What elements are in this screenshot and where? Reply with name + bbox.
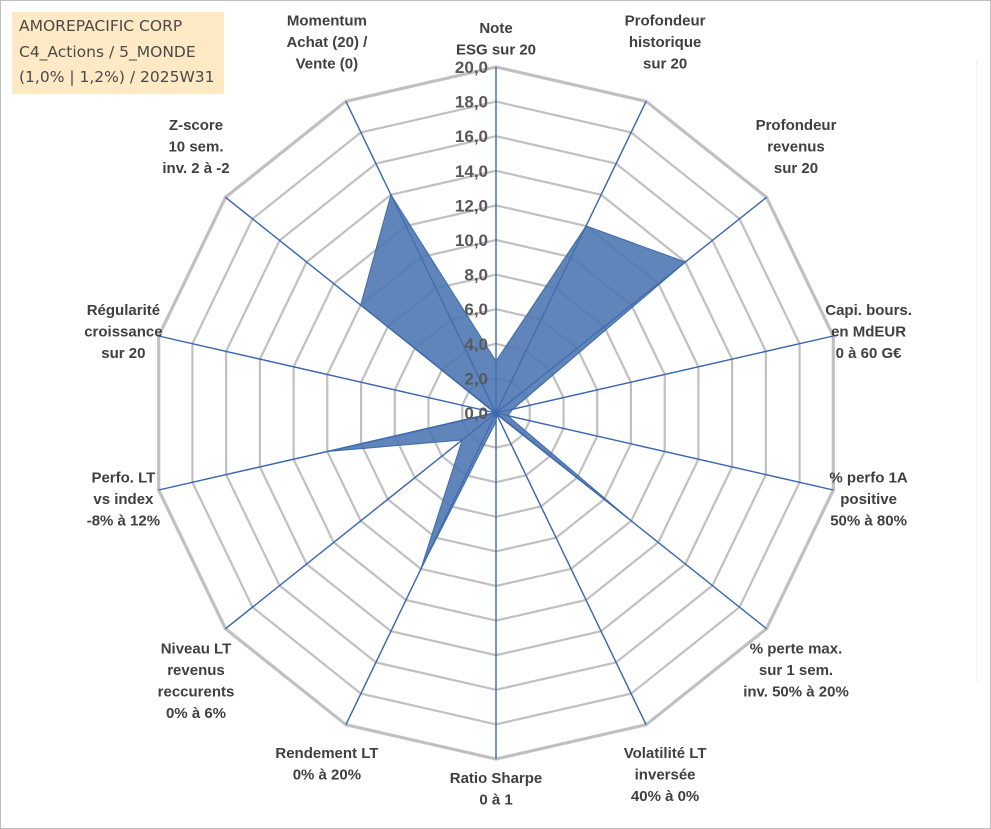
axis-spoke-overlay [495,412,647,725]
category-label: sur 20 [643,56,687,73]
category-label: % perte max. [750,640,843,657]
axis-spoke-overlay [158,412,497,491]
background-gridline [976,61,978,681]
category-label: % perfo 1A [829,469,908,486]
category-label: Niveau LT [161,640,232,657]
category-label: Profondeur [756,117,837,134]
category-label: inv. 50% à 20% [743,683,849,700]
category-label: Momentum [287,13,367,30]
axis-spoke-overlay [158,335,497,414]
category-label: croissance [84,324,162,341]
axis-spoke-overlay [225,412,497,630]
category-label: 0% à 6% [166,705,226,722]
category-label: 10 sem. [168,139,223,156]
weights-and-week: (1,0% | 1,2%) / 2025W31 [19,68,215,86]
company-name: AMOREPACIFIC CORP [19,17,183,35]
category-label: 50% à 80% [830,512,907,529]
category-label: 0 à 1 [479,792,512,809]
category-label: Volatilité LT [624,745,707,762]
tick-label: 0,0 [464,404,488,423]
category-label: Z-score [169,117,223,134]
category-label: revenus [767,139,825,156]
category-label: inversée [635,766,696,783]
tick-label: 2,0 [464,369,488,388]
tick-label: 10,0 [455,231,488,250]
tick-label: 8,0 [464,266,488,285]
tick-label: 12,0 [455,196,488,215]
axis-spoke-overlay [495,412,767,630]
tick-label: 6,0 [464,300,488,319]
category-label: revenus [167,662,225,679]
category-label: inv. 2 à -2 [162,160,229,177]
category-label: en MdEUR [831,324,906,341]
axis-spoke-overlay [495,412,834,491]
category-label: Profondeur [625,13,706,30]
category-label: 0% à 20% [293,766,361,783]
tick-label: 20,0 [455,58,488,77]
tick-label: 18,0 [455,93,488,112]
tick-label: 16,0 [455,127,488,146]
category-label: Régularité [87,302,160,319]
axis-spoke-overlay [345,101,497,414]
axis-spoke-overlay [345,412,497,725]
category-label: 40% à 0% [631,788,699,805]
axis-spoke-overlay [495,101,647,414]
category-label: 0 à 60 G€ [836,345,903,362]
category-label: Vente (0) [296,56,359,73]
category-label: Note [479,20,512,37]
category-label: reccurents [158,683,235,700]
category-label: Perfo. LT [91,469,155,486]
portfolio-category: C4_Actions / 5_MONDE [19,42,196,61]
tick-label: 4,0 [464,335,488,354]
category-label: ESG sur 20 [456,42,536,59]
category-label: historique [629,34,702,51]
fund-info-box: AMOREPACIFIC CORP C4_Actions / 5_MONDE (… [12,12,224,94]
axis-spoke-overlay [495,335,834,414]
category-label: positive [840,491,897,508]
axis-spoke-overlay [495,196,767,414]
category-label: Achat (20) / [286,34,368,51]
category-label: Ratio Sharpe [450,770,543,787]
tick-label: 14,0 [455,162,488,181]
category-label: Capi. bours. [825,302,912,319]
category-label: sur 1 sem. [759,662,833,679]
category-label: Rendement LT [275,745,378,762]
category-label: vs index [93,491,154,508]
category-label: -8% à 12% [87,512,160,529]
axis-spoke-overlay [225,196,497,414]
category-label: sur 20 [101,345,145,362]
category-label: sur 20 [774,160,818,177]
